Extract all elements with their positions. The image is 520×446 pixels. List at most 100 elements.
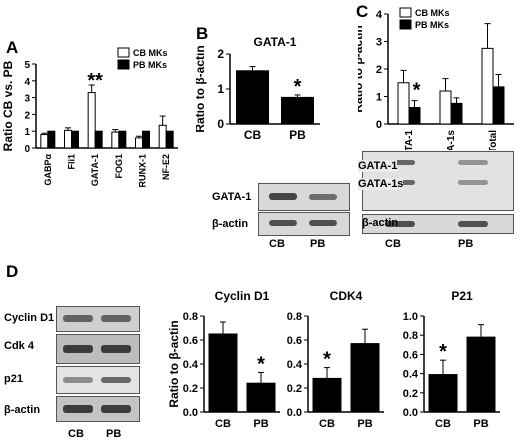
- bar: [40, 134, 49, 149]
- y-tick-label: 1.0: [403, 311, 418, 323]
- bar: [165, 130, 174, 149]
- bar: [450, 102, 463, 125]
- chart-b: 0 1 2 Ratio to β-actin GATA-1 CB PB *: [196, 35, 320, 142]
- y-tick-label: 0.0: [183, 407, 198, 419]
- blot-b-actin: [258, 212, 350, 236]
- y-tick-label: 0.4: [183, 359, 199, 371]
- blot-d-actin: [56, 396, 140, 422]
- x-tick-label: CB: [244, 128, 262, 142]
- y-tick-label: 4: [24, 77, 30, 88]
- chart-a: 0 1 2 3 4 5 Ratio CB vs. PB GABPα Fli1 GATA-1 FOG1…: [1, 47, 178, 188]
- bar: [111, 131, 120, 149]
- bar: [71, 130, 79, 149]
- x-tick-label: CB: [435, 418, 451, 430]
- y-tick-label: 0.8: [183, 311, 198, 323]
- blot-d-label-p21: p21: [4, 373, 23, 385]
- x-tick-label: FOG1: [114, 154, 124, 179]
- y-axis-label: Ratio to β-actin: [358, 25, 365, 112]
- y-tick-label: 0.0: [403, 407, 418, 419]
- x-tick-label: CB: [319, 418, 335, 430]
- y-tick-label: 0.2: [183, 383, 198, 395]
- y-tick-label: 5: [24, 60, 30, 71]
- y-tick-label: 0: [24, 144, 30, 155]
- bar: [135, 137, 143, 149]
- blot-d-label-cyclind1: Cyclin D1: [4, 312, 55, 324]
- blot-c-label-actin: β-actin: [362, 217, 399, 229]
- y-tick-label: 0.2: [287, 383, 302, 395]
- blot-b-lane-cb: CB: [269, 238, 285, 250]
- y-tick-label: 1: [24, 127, 30, 138]
- panel-letter-d: D: [6, 262, 19, 281]
- blot-b-gata1: [258, 183, 350, 211]
- blot-c-actin: [362, 214, 514, 234]
- bar: [246, 382, 276, 413]
- chart-d2: 0.0 0.2 0.4 0.6 0.8 CDK4 CB PB *: [287, 289, 384, 430]
- blot-d-cyclind1: [56, 306, 140, 332]
- y-tick-label: 0.4: [287, 359, 303, 371]
- bar: [236, 70, 269, 125]
- bar: [350, 343, 380, 413]
- bar: [492, 86, 505, 125]
- x-tick-label: PB: [253, 418, 268, 430]
- x-tick-label: GATA-1: [90, 154, 100, 186]
- y-tick-label: 0.8: [403, 330, 418, 342]
- x-tick-label: PB: [473, 418, 488, 430]
- significance-marker: *: [439, 341, 447, 363]
- significance-marker: *: [257, 353, 265, 375]
- y-tick-label: 2: [217, 47, 224, 61]
- blot-d-lane-pb: PB: [106, 428, 122, 440]
- x-tick-label: NF-E2: [161, 154, 171, 180]
- y-tick-label: 0: [376, 119, 382, 131]
- blot-d-cdk4: [56, 334, 140, 364]
- legend-label: PB MKs: [133, 60, 167, 70]
- bar: [428, 374, 458, 413]
- bar: [312, 377, 342, 413]
- y-tick-label: 0.6: [287, 335, 302, 347]
- chart-title: CDK4: [330, 289, 363, 303]
- bar: [208, 333, 238, 413]
- bar: [397, 82, 410, 125]
- y-axis-label: Ratio CB vs. PB: [1, 60, 15, 151]
- legend-swatch: [117, 59, 130, 70]
- chart-title: GATA-1: [254, 35, 297, 49]
- y-tick-label: 0.0: [287, 407, 302, 419]
- chart-title: P21: [451, 289, 473, 303]
- y-tick-label: 1: [376, 92, 382, 104]
- y-tick-label: 3: [376, 37, 382, 49]
- significance-marker: *: [323, 349, 331, 371]
- bar: [118, 130, 127, 149]
- legend-swatch: [399, 19, 412, 30]
- bar: [408, 107, 421, 125]
- y-tick-label: 2: [376, 64, 382, 76]
- y-tick-label: 2: [24, 110, 30, 121]
- y-tick-label: 0.2: [403, 388, 418, 400]
- x-tick-label: GATA-1s: [446, 130, 457, 150]
- x-tick-label: PB: [357, 418, 372, 430]
- y-tick-label: 0.6: [403, 349, 418, 361]
- blot-b-label-actin: β-actin: [212, 218, 249, 230]
- blot-b-lane-pb: PB: [310, 238, 326, 250]
- y-tick-label: 1: [217, 82, 224, 96]
- blot-d-lane-cb: CB: [68, 428, 84, 440]
- legend-label: CB MKs: [133, 48, 168, 58]
- significance-marker: *: [413, 80, 421, 102]
- chart-c: 0 1 2 3 4 Ratio to β-actin GATA-1 GATA-1s Total *…: [358, 7, 514, 150]
- x-tick-label: GATA-1: [404, 130, 415, 150]
- bar: [481, 47, 494, 125]
- x-tick-label: PB: [289, 128, 306, 142]
- bar: [64, 129, 72, 149]
- legend-label: PB MKs: [415, 20, 449, 30]
- legend-swatch: [399, 7, 412, 18]
- blot-b-label-gata1: GATA-1: [212, 191, 252, 203]
- legend-swatch: [117, 47, 130, 58]
- x-tick-label: CB: [215, 418, 231, 430]
- x-tick-label: GABPα: [43, 154, 53, 186]
- bar: [158, 124, 167, 149]
- y-tick-label: 3: [24, 94, 30, 105]
- blot-d-label-cdk4: Cdk 4: [4, 340, 34, 352]
- significance-marker: **: [87, 70, 103, 92]
- bar: [466, 336, 496, 413]
- y-tick-label: 0.8: [287, 311, 302, 323]
- x-tick-label: Total: [488, 130, 499, 150]
